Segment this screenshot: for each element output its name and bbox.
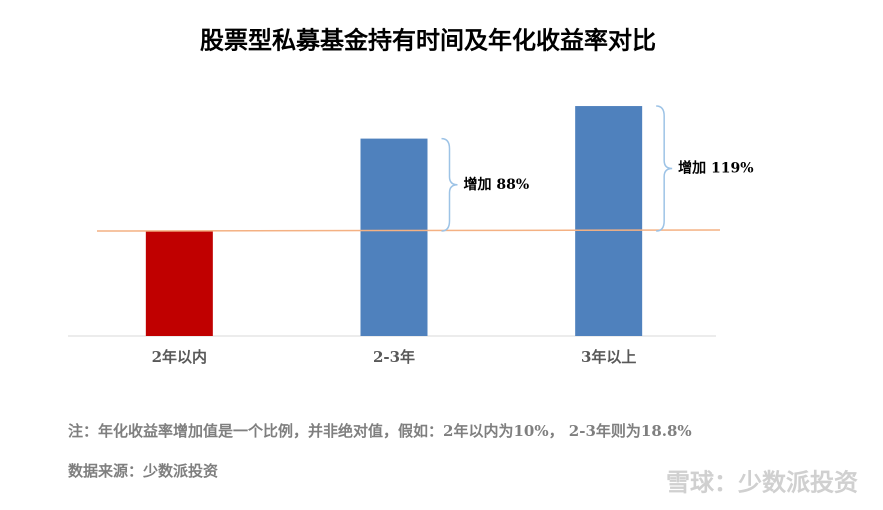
bar bbox=[575, 106, 643, 336]
reference-line bbox=[96, 229, 721, 232]
brace bbox=[441, 137, 458, 232]
x-tick-label: 2-3年 bbox=[373, 348, 415, 366]
x-tick-label: 2年以内 bbox=[152, 348, 207, 366]
source: 数据来源：少数派投资 bbox=[68, 462, 218, 480]
annotation: 增加 88% bbox=[464, 176, 530, 193]
x-tick-label: 3年以上 bbox=[581, 348, 636, 366]
bar bbox=[145, 231, 213, 336]
note: 注：年化收益率增加值是一个比例，并非绝对值，假如：2年以内为10%， 2-3年则… bbox=[68, 422, 692, 440]
brace bbox=[656, 105, 673, 232]
chart-title: 股票型私募基金持有时间及年化收益率对比 bbox=[200, 26, 656, 55]
bar bbox=[360, 138, 428, 336]
watermark: 雪球：少数派投资 bbox=[666, 468, 858, 497]
annotation: 增加 119% bbox=[678, 160, 753, 177]
